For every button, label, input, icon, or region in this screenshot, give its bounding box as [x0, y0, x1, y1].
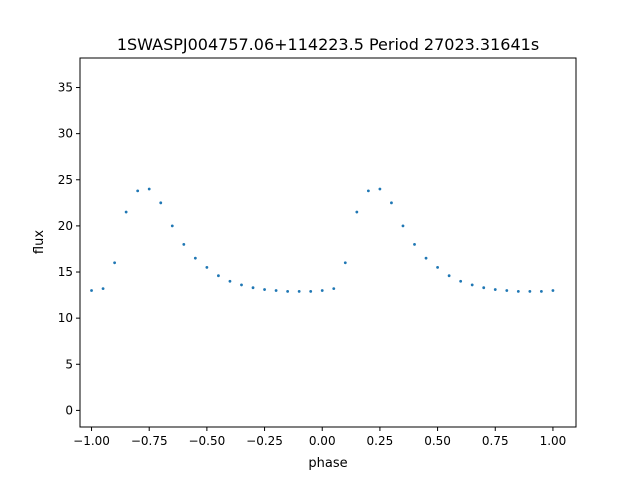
x-tick-label: 1.00: [540, 434, 567, 448]
data-point: [193, 256, 197, 260]
data-points: [90, 187, 555, 293]
y-tick-label: 20: [58, 219, 73, 233]
y-tick-label: 0: [65, 403, 73, 417]
data-point: [401, 224, 405, 228]
y-tick-label: 10: [58, 311, 73, 325]
data-point: [147, 187, 151, 191]
x-axis-label: phase: [308, 456, 347, 471]
y-tick-label: 35: [58, 81, 73, 95]
data-point: [309, 289, 313, 293]
data-point: [482, 286, 486, 290]
data-point: [124, 210, 128, 214]
data-point: [182, 242, 186, 246]
chart-title: 1SWASPJ004757.06+114223.5 Period 27023.3…: [117, 35, 539, 54]
data-point: [355, 210, 359, 214]
data-point: [436, 266, 439, 269]
data-point: [332, 287, 336, 291]
data-point: [343, 261, 347, 265]
data-point: [274, 289, 278, 292]
data-point: [251, 286, 255, 290]
data-point: [263, 288, 266, 291]
data-point: [101, 287, 105, 291]
data-point: [217, 274, 220, 278]
data-point: [413, 242, 416, 246]
data-point: [470, 283, 474, 287]
data-point: [447, 274, 451, 278]
y-tick-label: 5: [65, 357, 73, 371]
data-point: [551, 289, 555, 292]
data-point: [378, 187, 382, 191]
data-point: [136, 189, 140, 193]
data-point: [424, 256, 428, 260]
x-tick-label: −0.25: [246, 434, 283, 448]
x-tick-label: −0.50: [188, 434, 225, 448]
data-point: [297, 289, 301, 293]
data-point: [90, 289, 93, 292]
x-tick-label: −0.75: [131, 434, 168, 448]
data-point: [205, 266, 209, 269]
x-tick-label: 0.75: [482, 434, 509, 448]
y-tick-label: 30: [58, 127, 73, 141]
y-axis-label: flux: [32, 230, 47, 254]
data-point: [505, 289, 509, 292]
data-point: [390, 201, 393, 205]
data-point: [286, 289, 290, 293]
x-tick-label: 0.25: [367, 434, 394, 448]
x-tick-label: 0.00: [309, 434, 336, 448]
data-point: [366, 189, 370, 193]
data-point: [113, 261, 117, 265]
data-point: [459, 279, 463, 283]
x-tick-label: 0.50: [424, 434, 451, 448]
y-axis: 0 5 10 15 20 25 30 35: [58, 81, 80, 417]
plot-frame: [79, 57, 577, 428]
y-tick-label: 25: [58, 173, 73, 187]
data-point: [528, 289, 532, 293]
data-point: [240, 283, 243, 287]
data-point: [159, 201, 163, 205]
y-tick-label: 15: [58, 265, 73, 279]
data-point: [493, 288, 497, 291]
x-axis: −1.00 −0.75 −0.50 −0.25 0.00 0.25 0.50 0.75 1.00: [73, 427, 566, 448]
data-point: [170, 224, 174, 228]
data-point: [320, 289, 324, 292]
data-point: [516, 289, 520, 293]
data-point: [228, 279, 232, 283]
x-tick-label: −1.00: [73, 434, 110, 448]
data-point: [539, 289, 543, 293]
